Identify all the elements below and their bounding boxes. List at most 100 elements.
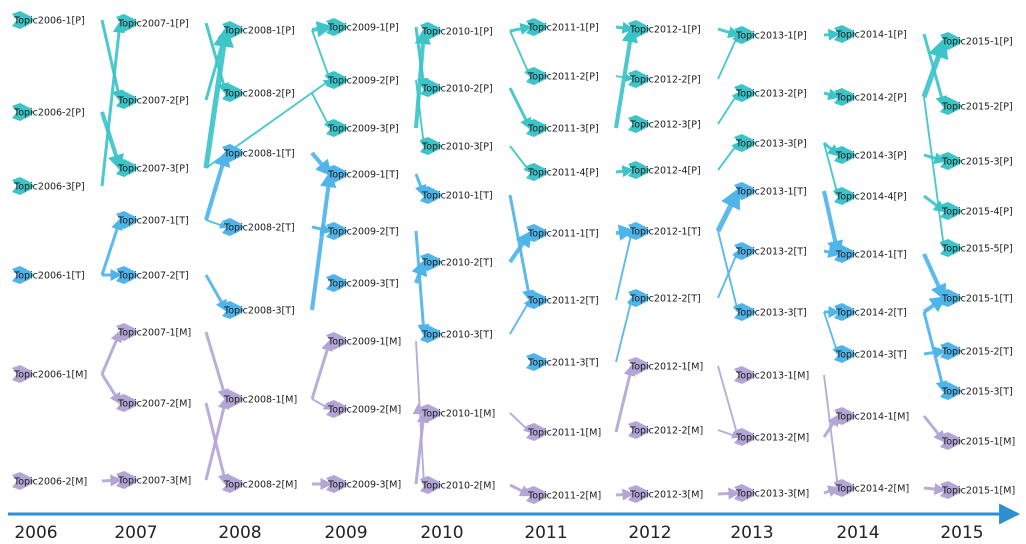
topic-node-m14_1[interactable]: Topic2014-1[M] (834, 407, 909, 425)
topic-node-p15_5[interactable]: Topic2015-5[P] (940, 239, 1013, 257)
topic-node-label: Topic2012-4[P] (629, 166, 701, 177)
topic-node-m15_1b[interactable]: Topic2015-1[M] (940, 481, 1015, 499)
topic-node-t08_2[interactable]: Topic2008-2[T] (222, 218, 295, 236)
topic-node-t15_3[interactable]: Topic2015-3[T] (940, 382, 1013, 400)
topic-node-p15_1[interactable]: Topic2015-1[P] (940, 32, 1013, 50)
topic-node-p14_2[interactable]: Topic2014-2[P] (834, 88, 907, 106)
topic-node-p13_3[interactable]: Topic2013-3[P] (734, 134, 807, 152)
topic-node-m11_1[interactable]: Topic2011-1[M] (526, 423, 601, 441)
topic-node-m11_2[interactable]: Topic2011-2[M] (526, 486, 601, 504)
topic-node-t13_1[interactable]: Topic2013-1[T] (734, 182, 807, 200)
topic-node-label: Topic2008-2[P] (223, 89, 295, 100)
topic-node-t08_1[interactable]: Topic2008-1[T] (222, 144, 295, 162)
topic-node-m12_2[interactable]: Topic2012-2[M] (628, 421, 703, 439)
topic-node-p10_3[interactable]: Topic2010-3[P] (420, 137, 493, 155)
topic-node-p15_4[interactable]: Topic2015-4[P] (940, 202, 1013, 220)
topic-node-t15_2[interactable]: Topic2015-2[T] (940, 342, 1013, 360)
topic-node-m15_1a[interactable]: Topic2015-1[M] (940, 432, 1015, 450)
topic-node-p15_2[interactable]: Topic2015-2[P] (940, 97, 1013, 115)
topic-node-p14_3[interactable]: Topic2014-3[P] (834, 146, 907, 164)
topic-node-p11_1[interactable]: Topic2011-1[P] (526, 18, 599, 36)
topic-node-p09_1[interactable]: Topic2009-1[P] (326, 18, 399, 36)
topic-node-m13_1[interactable]: Topic2013-1[M] (734, 366, 809, 384)
topic-node-m09_2[interactable]: Topic2009-2[M] (326, 400, 401, 418)
topic-node-p06_1[interactable]: Topic2006-1[P] (12, 11, 85, 29)
topic-node-p11_4[interactable]: Topic2011-4[P] (526, 163, 599, 181)
topic-node-m09_1[interactable]: Topic2009-1[M] (326, 332, 401, 350)
topic-node-p09_3[interactable]: Topic2009-3[P] (326, 119, 399, 137)
topic-node-m10_2[interactable]: Topic2010-2[M] (420, 476, 495, 494)
topic-node-t15_1[interactable]: Topic2015-1[T] (940, 289, 1013, 307)
topic-node-t08_3[interactable]: Topic2008-3[T] (222, 301, 295, 319)
topic-node-m06_2[interactable]: Topic2006-2[M] (12, 472, 87, 490)
topic-node-t11_1[interactable]: Topic2011-1[T] (526, 224, 599, 242)
topic-node-p08_1[interactable]: Topic2008-1[P] (222, 21, 295, 39)
topic-node-p14_1[interactable]: Topic2014-1[P] (834, 25, 907, 43)
topic-node-p06_2[interactable]: Topic2006-2[P] (12, 103, 85, 121)
topic-node-label: Topic2013-1[T] (735, 187, 807, 198)
topic-node-t13_2[interactable]: Topic2013-2[T] (734, 242, 807, 260)
flow-edge-T13_2-to-T14_1 (823, 246, 841, 258)
topic-node-p12_3[interactable]: Topic2012-3[P] (628, 115, 701, 133)
topic-node-m13_3[interactable]: Topic2013-3[M] (734, 484, 809, 502)
topic-node-p13_1[interactable]: Topic2013-1[P] (734, 26, 807, 44)
topic-node-p15_3[interactable]: Topic2015-3[P] (940, 152, 1013, 170)
topic-node-p10_2[interactable]: Topic2010-2[P] (420, 79, 493, 97)
topic-node-t14_3[interactable]: Topic2014-3[T] (834, 345, 907, 363)
topic-node-p13_2[interactable]: Topic2013-2[P] (734, 84, 807, 102)
topic-node-m09_3[interactable]: Topic2009-3[M] (326, 475, 401, 493)
topic-node-t10_1[interactable]: Topic2010-1[T] (420, 186, 493, 204)
topic-node-glyph (116, 159, 138, 177)
topic-node-t12_1[interactable]: Topic2012-1[T] (628, 222, 701, 240)
topic-node-glyph (116, 394, 138, 412)
topic-node-t14_2[interactable]: Topic2014-2[T] (834, 303, 907, 321)
topic-node-p09_2[interactable]: Topic2009-2[P] (326, 71, 399, 89)
topic-node-m08_1[interactable]: Topic2008-1[M] (222, 390, 297, 408)
topic-node-p11_3[interactable]: Topic2011-3[P] (526, 119, 599, 137)
topic-node-glyph (12, 11, 34, 29)
topic-node-p12_2[interactable]: Topic2012-2[P] (628, 70, 701, 88)
topic-node-t13_3[interactable]: Topic2013-3[T] (734, 303, 807, 321)
topic-node-label: Topic2011-3[T] (527, 358, 599, 369)
topic-node-m13_2[interactable]: Topic2013-2[M] (734, 428, 809, 446)
topic-node-t11_3[interactable]: Topic2011-3[T] (526, 353, 599, 371)
topic-node-t07_1[interactable]: Topic2007-1[T] (116, 211, 189, 229)
topic-node-p12_4[interactable]: Topic2012-4[P] (628, 161, 701, 179)
topic-node-p12_1[interactable]: Topic2012-1[P] (628, 20, 701, 38)
topic-node-m12_1[interactable]: Topic2012-1[M] (628, 357, 703, 375)
topic-node-label: Topic2009-1[P] (327, 23, 399, 34)
topic-node-t12_2[interactable]: Topic2012-2[T] (628, 289, 701, 307)
topic-node-m12_3[interactable]: Topic2012-3[M] (628, 485, 703, 503)
topic-node-t10_2[interactable]: Topic2010-2[T] (420, 253, 493, 271)
topic-node-p11_2[interactable]: Topic2011-2[P] (526, 67, 599, 85)
topic-node-t06_1[interactable]: Topic2006-1[T] (12, 266, 85, 284)
topic-node-m10_1[interactable]: Topic2010-1[M] (420, 404, 495, 422)
topic-node-p08_2[interactable]: Topic2008-2[P] (222, 84, 295, 102)
topic-node-t09_1[interactable]: Topic2009-1[T] (326, 165, 399, 183)
topic-node-t10_3[interactable]: Topic2010-3[T] (420, 325, 493, 343)
topic-node-label: Topic2010-3[P] (421, 142, 493, 153)
topic-node-glyph (116, 323, 138, 341)
topic-node-m06_1[interactable]: Topic2006-1[M] (12, 365, 87, 383)
topic-node-t09_3[interactable]: Topic2009-3[T] (326, 274, 399, 292)
topic-node-m07_2[interactable]: Topic2007-2[M] (116, 394, 191, 412)
topic-node-m07_3[interactable]: Topic2007-3[M] (116, 471, 191, 489)
topic-node-p10_1[interactable]: Topic2010-1[P] (420, 22, 493, 40)
topic-node-m08_2[interactable]: Topic2008-2[M] (222, 475, 297, 493)
topic-node-p07_1[interactable]: Topic2007-1[P] (116, 14, 189, 32)
topic-node-t09_2[interactable]: Topic2009-2[T] (326, 222, 399, 240)
topic-node-m14_2[interactable]: Topic2014-2[M] (834, 479, 909, 497)
topic-node-p06_3[interactable]: Topic2006-3[P] (12, 177, 85, 195)
topic-node-label: Topic2012-3[M] (629, 490, 703, 501)
topic-node-glyph (526, 423, 548, 441)
flow-edge-T13_3-to-T14_3 (823, 311, 840, 356)
topic-node-t14_1[interactable]: Topic2014-1[T] (834, 245, 907, 263)
topic-node-t11_2[interactable]: Topic2011-2[T] (526, 291, 599, 309)
flow-edge-P12_2-to-P13_1 (717, 33, 739, 80)
topic-node-p07_3[interactable]: Topic2007-3[P] (116, 159, 189, 177)
topic-node-p14_4[interactable]: Topic2014-4[P] (834, 187, 907, 205)
topic-node-t07_2[interactable]: Topic2007-2[T] (116, 266, 189, 284)
topic-node-glyph (420, 325, 442, 343)
topic-node-m07_1[interactable]: Topic2007-1[M] (116, 323, 191, 341)
topic-node-p07_2[interactable]: Topic2007-2[P] (116, 91, 189, 109)
